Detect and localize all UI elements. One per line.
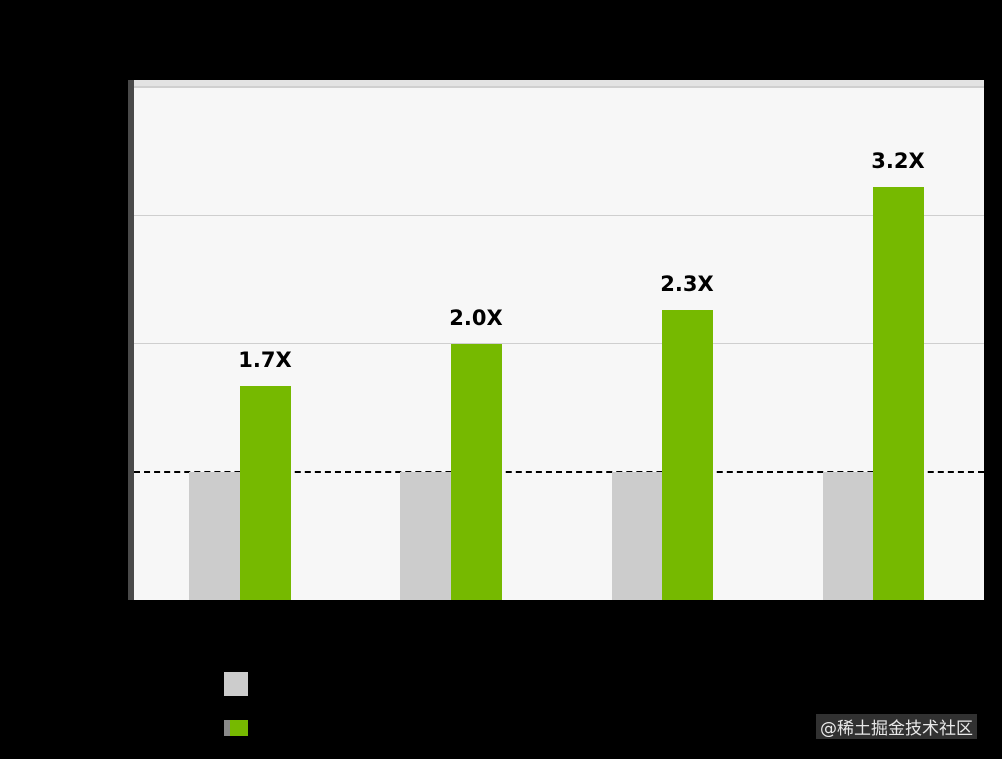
legend-swatch-accelerated — [224, 720, 248, 736]
bar-baseline-4 — [823, 472, 874, 600]
legend-swatch-baseline — [224, 672, 248, 696]
bar-accelerated-3 — [662, 310, 713, 600]
watermark: @稀土掘金技术社区 — [816, 714, 977, 739]
gridline-3x — [134, 215, 984, 216]
bar-baseline-3 — [612, 472, 663, 600]
bar-accelerated-4 — [873, 187, 924, 600]
value-label-1: 1.7X — [238, 348, 292, 372]
value-label-4: 3.2X — [871, 149, 925, 173]
bar-baseline-2 — [400, 472, 451, 600]
gridline-4x — [134, 87, 984, 88]
bar-accelerated-2 — [451, 344, 502, 600]
value-label-3: 2.3X — [660, 272, 714, 296]
gridline-2x — [134, 343, 984, 344]
plot-top-border — [134, 80, 984, 87]
y-axis-line — [128, 80, 134, 600]
bar-accelerated-1 — [240, 386, 291, 600]
plot-area: 1.7X 2.0X 2.3X 3.2X — [134, 80, 984, 600]
bar-baseline-1 — [189, 472, 240, 600]
value-label-2: 2.0X — [449, 306, 503, 330]
baseline-1x-dashed — [134, 471, 984, 473]
